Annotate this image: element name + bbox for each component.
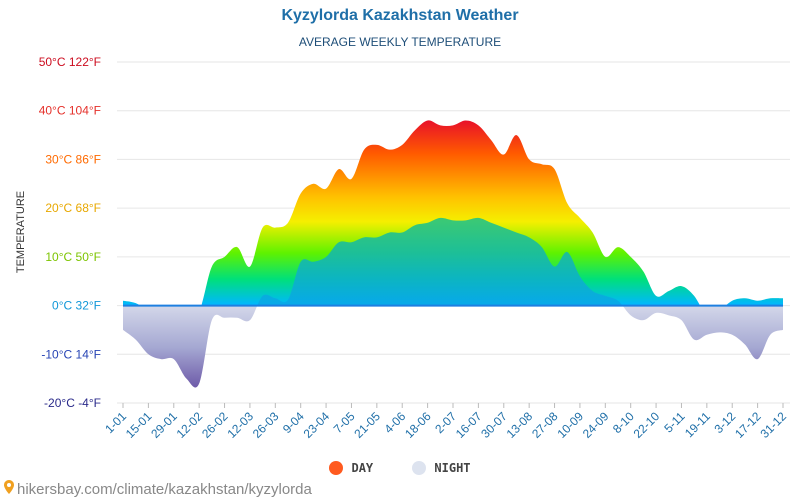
x-tick-label: 16-07 (453, 409, 485, 441)
legend: DAY NIGHT (0, 461, 800, 478)
day-area (123, 120, 783, 305)
x-tick-label: 12-02 (174, 409, 206, 441)
y-tick-label: -20°C -4°F (44, 396, 101, 410)
x-tick-label: 26-03 (250, 409, 282, 441)
y-tick-label: 0°C 32°F (52, 299, 101, 313)
map-pin-icon (4, 480, 14, 498)
y-tick-label: 30°C 86°F (45, 152, 101, 166)
legend-label-day: DAY (351, 461, 374, 475)
chart-title: Kyzylorda Kazakhstan Weather (281, 7, 519, 24)
x-tick-label: 17-12 (732, 409, 764, 441)
y-tick-label: 20°C 68°F (45, 201, 101, 215)
x-tick-label: 21-05 (351, 409, 383, 441)
y-tick-label: 50°C 122°F (39, 55, 101, 69)
x-tick-label: 12-03 (224, 409, 256, 441)
x-tick-label: 10-09 (554, 409, 586, 441)
night-area-below-zero (123, 305, 783, 388)
source-link[interactable]: hikersbay.com/climate/kazakhstan/kyzylor… (17, 480, 312, 498)
temperature-chart: 50°C 122°F 40°C 104°F 30°C 86°F 20°C 68°F 10… (39, 55, 790, 441)
series-areas (123, 120, 783, 388)
legend-item-night[interactable]: NIGHT (412, 461, 471, 475)
x-axis-ticks: 1-0115-0129-0112-0226-0212-0326-039-0423… (102, 403, 789, 441)
chart-subtitle: AVERAGE WEEKLY TEMPERATURE (298, 35, 502, 49)
x-tick-label: 29-01 (148, 409, 180, 441)
y-tick-label: 10°C 50°F (45, 250, 101, 264)
x-tick-label: 22-10 (631, 409, 663, 441)
x-tick-label: 27-08 (529, 409, 561, 441)
legend-swatch-night (412, 461, 427, 475)
legend-label-night: NIGHT (434, 461, 471, 475)
x-tick-label: 24-09 (580, 409, 612, 441)
x-tick-label: 13-08 (504, 409, 536, 441)
x-tick-label: 31-12 (758, 409, 790, 441)
x-tick-label: 19-11 (682, 409, 713, 440)
source-footer[interactable]: hikersbay.com/climate/kazakhstan/kyzylor… (4, 480, 312, 498)
legend-swatch-day (329, 461, 344, 475)
y-tick-label: -10°C 14°F (41, 347, 101, 361)
night-area (257, 217, 623, 305)
x-tick-label: 18-06 (402, 409, 434, 441)
x-tick-label: 26-02 (199, 409, 231, 441)
legend-item-day[interactable]: DAY (329, 461, 373, 475)
x-tick-label: 23-04 (301, 409, 333, 441)
x-tick-label: 15-01 (123, 409, 155, 441)
y-axis-ticks: 50°C 122°F 40°C 104°F 30°C 86°F 20°C 68°F 10… (39, 55, 101, 410)
y-tick-label: 40°C 104°F (39, 104, 101, 118)
x-tick-label: 30-07 (478, 409, 510, 441)
